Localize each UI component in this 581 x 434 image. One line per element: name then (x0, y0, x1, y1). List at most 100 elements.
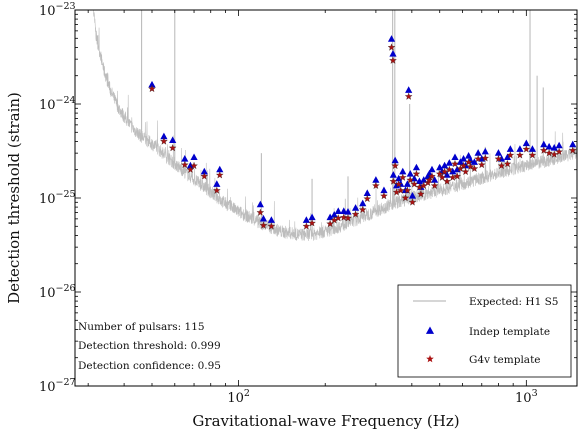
g4v-point (555, 147, 563, 156)
g4v-point (403, 186, 412, 194)
indep-point (481, 147, 489, 155)
indep-point (389, 171, 397, 178)
indep-point (459, 154, 468, 162)
g4v-point (372, 181, 380, 190)
y-tick-exponent: −24 (56, 95, 76, 106)
g4v-point (415, 183, 424, 191)
g4v-point (568, 146, 577, 154)
g4v-point (494, 154, 503, 163)
g4v-point (438, 173, 447, 181)
g4v-point (389, 177, 398, 185)
indep-point (451, 153, 459, 161)
curve-layer (92, 10, 577, 241)
y-tick-exponent: −26 (56, 283, 76, 294)
g4v-point (506, 151, 515, 159)
indep-point (330, 210, 338, 218)
legend-label-indep: Indep template (469, 326, 550, 338)
legend-label-g4v: G4v template (469, 354, 541, 366)
y-tick-label: 10−27 (39, 377, 76, 395)
indep-point (302, 216, 310, 223)
g4v-point (464, 158, 473, 166)
g4v-point (215, 171, 224, 179)
g4v-point (408, 198, 417, 206)
indep-point (443, 171, 451, 178)
annotation-detection-confidence: Detection confidence: 0.95 (78, 360, 221, 372)
g4v-point (412, 169, 421, 178)
legend: Expected: H1 S5 Indep template G4v templ… (397, 284, 572, 378)
x-axis-title: Gravitational-wave Frequency (Hz) (192, 412, 459, 430)
g4v-point (339, 213, 348, 221)
g4v-point (545, 149, 553, 157)
indep-point (474, 149, 482, 156)
indep-point (391, 156, 399, 164)
g4v-point (334, 214, 343, 222)
y-tick-exponent: −25 (56, 189, 76, 200)
g4v-point (190, 161, 198, 170)
indep-point (528, 145, 537, 152)
indep-point (148, 80, 156, 88)
g4v-point (470, 164, 479, 172)
g4v-point (466, 162, 475, 171)
indep-point (190, 153, 198, 161)
indep-point (403, 180, 411, 187)
indep-point (420, 176, 428, 183)
indep-point (334, 207, 342, 215)
indep-point (395, 174, 403, 182)
g4v-point (461, 167, 470, 176)
indep-point (449, 167, 457, 175)
g4v-point (459, 161, 468, 170)
g4v-point (180, 160, 189, 169)
g4v-point (358, 205, 367, 214)
indep-point (464, 151, 473, 159)
indep-point (169, 136, 177, 143)
tick-layer: 102 103 10−27 10−26 10−25 10−24 10−23 (39, 1, 577, 406)
g4v-point (430, 181, 439, 190)
indep-point (372, 176, 380, 183)
g4v-point (425, 176, 434, 184)
legend-swatch-triangle (425, 326, 435, 334)
g4v-point (394, 180, 403, 188)
g4v-point (396, 186, 405, 194)
g4v-point (503, 159, 512, 168)
indep-point (545, 142, 553, 150)
g4v-point (448, 173, 457, 181)
indep-point (399, 167, 407, 175)
g4v-point (200, 172, 209, 180)
g4v-point (539, 146, 548, 154)
indep-point (516, 145, 524, 152)
g4v-point (550, 150, 559, 158)
indep-point (405, 86, 413, 93)
g4v-point (391, 161, 399, 170)
indep-point (431, 176, 439, 183)
indep-point (200, 167, 208, 175)
indep-point (344, 207, 352, 215)
y-tick-label: 10−26 (39, 283, 76, 301)
indep-point (470, 158, 479, 165)
indep-point (340, 207, 348, 215)
g4v-point (406, 176, 415, 184)
indep-point (256, 200, 264, 208)
g4v-point (389, 56, 397, 64)
g4v-point (259, 221, 268, 229)
marker-layer (148, 35, 577, 230)
indep-point (380, 186, 388, 194)
g4v-point (380, 191, 388, 200)
g4v-point (481, 154, 490, 162)
g4v-point (404, 92, 413, 100)
g4v-point (256, 208, 265, 216)
g4v-point (417, 190, 425, 198)
y-tick-label: 10−23 (39, 1, 76, 19)
indep-point (550, 144, 558, 151)
indep-point (522, 139, 530, 147)
indep-point (387, 35, 396, 42)
g4v-point (302, 222, 311, 230)
expected-h1-s5-curve (92, 10, 577, 241)
indep-point (506, 145, 514, 152)
indep-point (555, 141, 563, 149)
g4v-point (398, 173, 407, 181)
indep-point (326, 213, 334, 221)
indep-point (441, 161, 449, 169)
g4v-point (453, 172, 462, 180)
